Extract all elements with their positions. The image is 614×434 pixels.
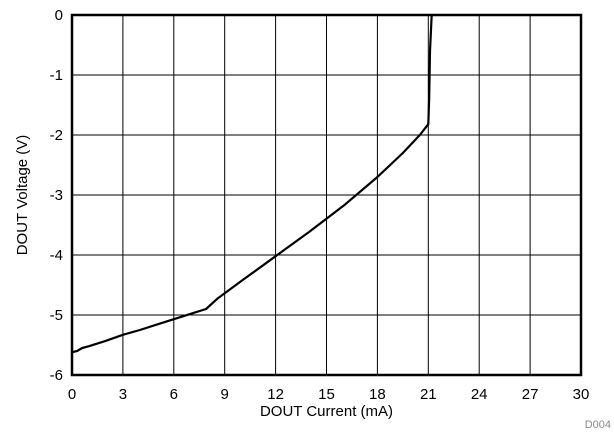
x-tick-label: 24 xyxy=(471,386,488,403)
y-tick-label: -2 xyxy=(50,127,63,144)
y-tick-label: -4 xyxy=(50,247,63,264)
x-tick-label: 9 xyxy=(221,386,229,403)
y-tick-labels: 0 -1 -2 -3 -4 -5 -6 xyxy=(50,7,63,384)
x-tick-label: 21 xyxy=(420,386,437,403)
y-axis-label: DOUT Voltage (V) xyxy=(14,135,31,256)
x-axis-label: DOUT Current (mA) xyxy=(260,403,393,420)
series-line xyxy=(70,13,433,354)
x-tick-label: 12 xyxy=(267,386,284,403)
x-tick-label: 3 xyxy=(119,386,127,403)
x-tick-labels: 0 3 6 9 12 15 18 21 24 27 30 xyxy=(68,386,590,403)
y-tick-label: -5 xyxy=(50,307,63,324)
x-tick-label: 27 xyxy=(522,386,539,403)
series-layer xyxy=(70,13,433,354)
x-tick-label: 30 xyxy=(573,386,590,403)
y-tick-label: -6 xyxy=(50,367,63,384)
x-tick-label: 15 xyxy=(318,386,335,403)
grid xyxy=(72,15,581,375)
x-tick-label: 18 xyxy=(369,386,386,403)
x-tick-label: 0 xyxy=(68,386,76,403)
figure-id: D004 xyxy=(585,419,611,431)
y-tick-label: 0 xyxy=(55,7,63,24)
y-tick-label: -3 xyxy=(50,187,63,204)
y-tick-label: -1 xyxy=(50,67,63,84)
plot-area-border xyxy=(70,13,583,377)
x-tick-label: 6 xyxy=(170,386,178,403)
